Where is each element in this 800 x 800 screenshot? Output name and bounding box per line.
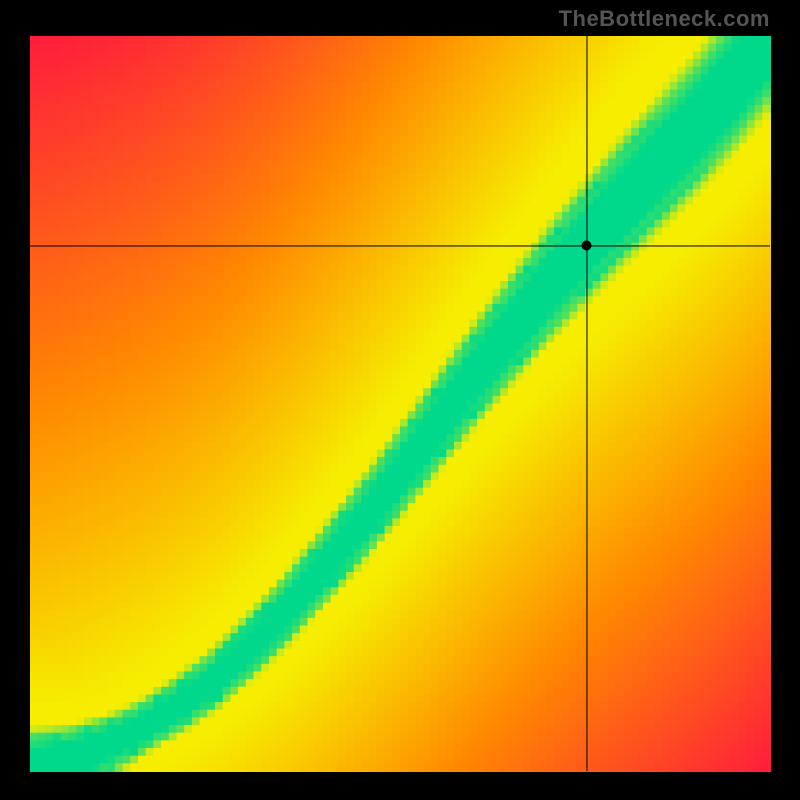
- watermark-text: TheBottleneck.com: [559, 6, 770, 32]
- bottleneck-heatmap: [0, 0, 800, 800]
